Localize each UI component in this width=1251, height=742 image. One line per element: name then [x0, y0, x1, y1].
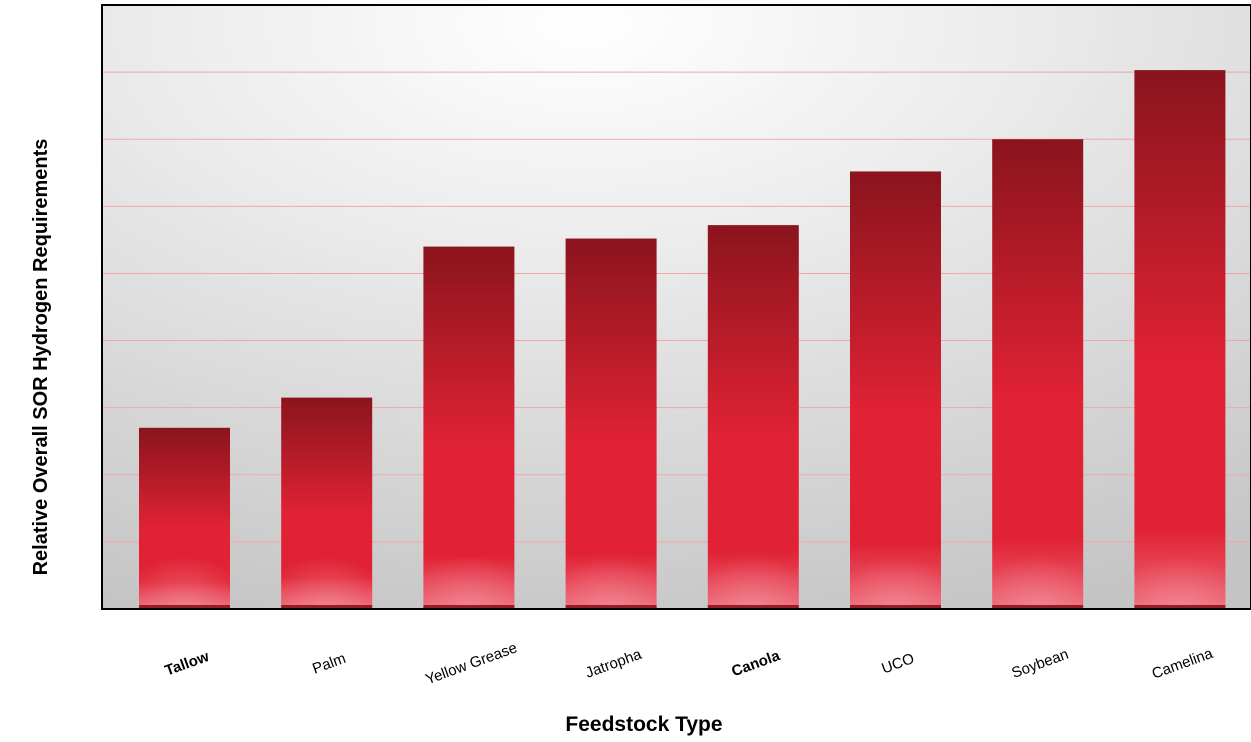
x-tick-labels: Tallow Palm Yellow Grease Jatropha Canola UCO… — [163, 639, 1216, 688]
bar-glow — [992, 539, 1084, 609]
x-tick-label: Camelina — [1150, 645, 1216, 683]
plot-frame — [101, 4, 1251, 610]
bar-base — [139, 605, 230, 609]
y-axis-label: Relative Overall SOR Hydrogen Requiremen… — [30, 139, 52, 576]
bar-glow — [423, 539, 515, 609]
bar-base — [992, 605, 1084, 609]
x-tick-label: Tallow — [163, 648, 212, 680]
bars — [139, 70, 1226, 610]
x-tick-label: Palm — [310, 650, 348, 678]
bar-camelina — [1134, 70, 1226, 609]
bar-glow — [281, 539, 373, 609]
x-axis-label: Feedstock Type — [565, 713, 722, 736]
bar-glow — [850, 539, 941, 609]
x-tick-label: UCO — [879, 650, 916, 677]
bar-soybean — [992, 139, 1084, 609]
bar-glow — [1134, 539, 1226, 609]
x-tick-label: Canola — [729, 647, 782, 680]
x-tick-label: Yellow Grease — [423, 639, 519, 688]
bar-glow — [707, 539, 799, 609]
bar-base — [423, 605, 515, 609]
bar-base — [1134, 605, 1226, 609]
x-tick-label: Soybean — [1009, 646, 1070, 682]
x-tick-label: Jatropha — [583, 646, 644, 682]
bar-base — [281, 605, 373, 609]
bar-base — [850, 605, 941, 609]
bar-uco — [850, 171, 941, 610]
bar-base — [707, 605, 799, 609]
bar-glow — [565, 539, 657, 609]
bar-base — [565, 605, 657, 609]
bar-glow — [139, 539, 230, 609]
